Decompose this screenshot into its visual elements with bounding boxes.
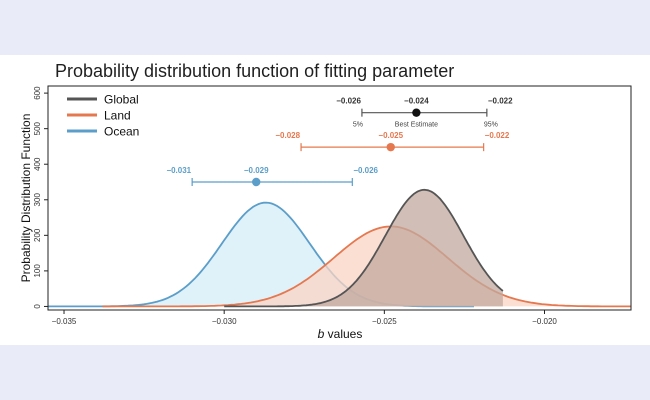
y-tick-label: 0 (33, 304, 42, 309)
y-tick-label: 500 (33, 121, 42, 135)
axes: −0.035 −0.030 −0.025 −0.020 0 100 200 300 400 500… (33, 86, 557, 326)
ocean-density-area (48, 202, 474, 307)
x-axis-label: b values (318, 327, 363, 341)
legend-label-ocean: Ocean (104, 125, 139, 139)
global-ci-label: −0.022 (488, 97, 513, 106)
x-tick-label: −0.020 (532, 317, 557, 326)
bottom-margin-band (0, 345, 650, 400)
y-axis-label: Probability Distribution Function (19, 114, 33, 283)
x-axis-label-var: b (318, 327, 325, 341)
legend-label-land: Land (104, 109, 131, 123)
ocean-ci-label: −0.029 (244, 166, 269, 175)
land-ci-label: −0.022 (485, 131, 510, 140)
land-ci-label: −0.028 (275, 131, 300, 140)
x-tick-label: −0.035 (52, 317, 77, 326)
y-tick-label: 600 (33, 86, 42, 100)
land-best-estimate-marker (386, 142, 395, 152)
global-density-area (224, 189, 503, 307)
y-tick-label: 300 (33, 193, 42, 207)
plot-frame (47, 85, 632, 311)
y-tick-label: 400 (33, 157, 42, 171)
global-density-line (224, 188, 504, 308)
ocean-best-estimate-marker (252, 177, 261, 187)
density-curves (48, 188, 631, 308)
ocean-ci-label: −0.026 (353, 166, 378, 175)
x-axis-label-rest: values (324, 327, 362, 341)
land-density-line (102, 225, 631, 308)
global-ci-sublabel: 5% (353, 122, 363, 129)
land-ci-label: −0.025 (378, 131, 403, 140)
global-ci-sublabel: 95% (484, 122, 498, 129)
ocean-ci-label: −0.031 (166, 166, 191, 175)
y-tick-label: 200 (33, 228, 42, 242)
global-ci-label: −0.026 (336, 97, 361, 106)
top-margin-band (0, 0, 650, 55)
chart-title: Probability distribution function of fit… (55, 61, 455, 81)
legend-label-global: Global (104, 93, 139, 107)
global-best-estimate-marker (412, 108, 421, 117)
confidence-intervals: −0.031 −0.029 −0.026 −0.028 −0.025 −0.022 −0.0… (166, 97, 513, 187)
x-tick-label: −0.025 (372, 317, 397, 326)
y-tick-label: 100 (33, 264, 42, 278)
legend: Global Land Ocean (67, 93, 139, 139)
global-ci-sublabel: Best Estimate (395, 122, 438, 129)
x-tick-label: −0.030 (212, 317, 237, 326)
global-ci-label: −0.024 (404, 97, 429, 106)
